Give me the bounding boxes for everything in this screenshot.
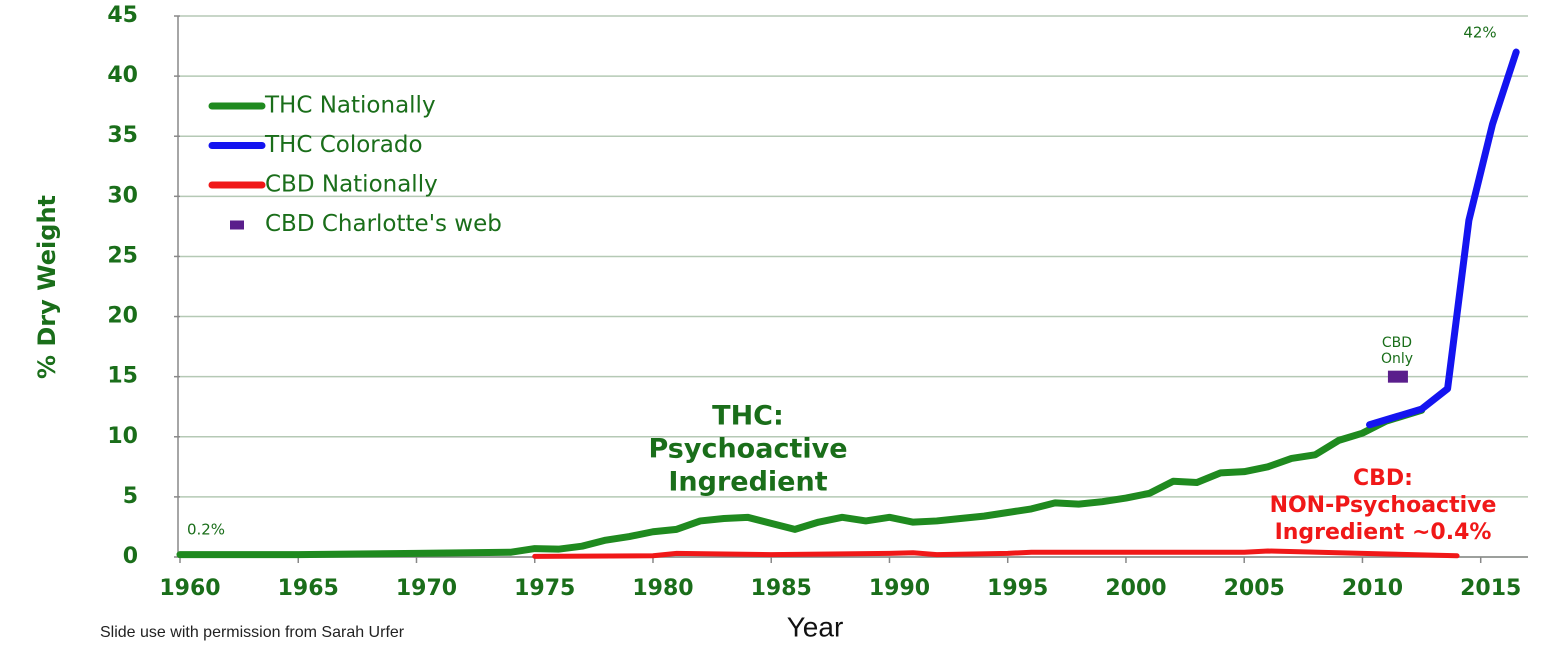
x-tick-label: 2005 (1224, 576, 1285, 601)
legend-label: CBD Charlotte's web (265, 211, 502, 237)
legend-marker (230, 220, 244, 230)
x-tick-label: 1970 (396, 576, 457, 601)
y-tick-label: 10 (107, 424, 138, 449)
annotation: Ingredient (668, 467, 827, 498)
line (532, 548, 1460, 559)
y-tick-label: 35 (107, 123, 138, 148)
x-tick-label: 2010 (1342, 576, 1403, 601)
y-tick-label: 5 (123, 484, 138, 509)
x-axis-label: Year (787, 611, 844, 642)
legend-label: CBD Nationally (265, 172, 438, 198)
x-tick-label: 2015 (1460, 576, 1521, 601)
annotation: Psychoactive (648, 434, 847, 465)
x-tick-label: 1975 (514, 576, 575, 601)
x-tick-label: 1965 (278, 576, 339, 601)
line (1366, 48, 1520, 429)
legend-label: THC Nationally (264, 93, 436, 119)
annotation: 42% (1463, 24, 1496, 42)
annotation: CBD: (1353, 466, 1413, 491)
x-tick-label: 1995 (987, 576, 1048, 601)
annotation: Ingredient ~0.4% (1275, 520, 1492, 545)
annotation: CBD (1382, 335, 1412, 351)
x-tick-label: 2000 (1105, 576, 1166, 601)
y-tick-label: 25 (107, 243, 138, 268)
y-tick-label: 0 (123, 544, 138, 569)
legend-label: THC Colorado (264, 132, 423, 158)
x-tick-label: 1985 (751, 576, 812, 601)
annotation: 0.2% (187, 521, 225, 539)
y-tick-label: 45 (107, 3, 138, 28)
y-tick-label: 30 (107, 183, 138, 208)
line (176, 406, 1426, 559)
footer: Slide use with permission from Sarah Urf… (100, 624, 405, 641)
y-tick-label: 20 (107, 304, 138, 329)
x-tick-label: 1990 (869, 576, 930, 601)
y-tick-label: 40 (107, 63, 138, 88)
x-tick-label: 1980 (632, 576, 693, 601)
annotation: NON-Psychoactive (1270, 493, 1497, 518)
y-tick-label: 15 (107, 364, 138, 389)
annotation: Only (1381, 351, 1413, 367)
marker (1387, 370, 1408, 383)
x-tick-label: 1960 (159, 576, 220, 601)
y-axis-label: % Dry Weight (33, 195, 61, 379)
annotation: THC: (712, 401, 784, 432)
